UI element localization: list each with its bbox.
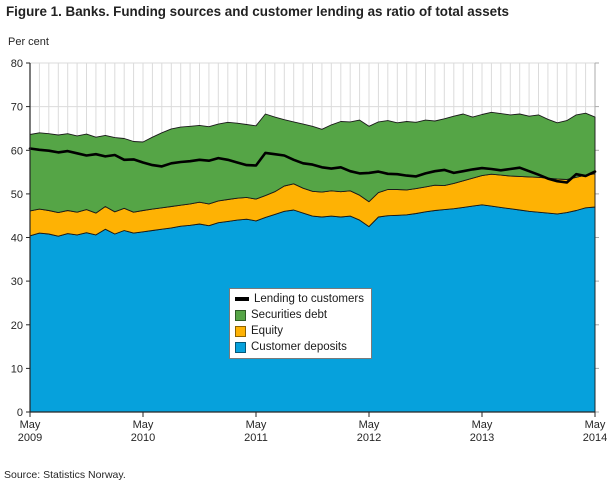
x-tick-label-year: 2014 — [583, 432, 607, 444]
x-tick-label-month: May — [246, 419, 267, 431]
y-tick-label: 0 — [17, 407, 23, 419]
legend-item-label: Equity — [251, 325, 283, 337]
y-tick-labels: 0 10 20 30 40 50 60 70 80 — [11, 58, 23, 419]
y-axis-unit-label: Per cent — [8, 36, 49, 48]
legend-item-label: Securities debt — [251, 309, 328, 321]
legend-item-customer-deposits: Customer deposits — [235, 339, 364, 355]
legend-item-label: Customer deposits — [251, 341, 347, 353]
legend-item-equity: Equity — [235, 323, 364, 339]
legend-square-swatch-icon — [235, 309, 246, 321]
y-tick-label: 50 — [11, 189, 23, 201]
y-tick-label: 60 — [11, 145, 23, 157]
y-tick-label: 20 — [11, 320, 23, 332]
x-tick-label-month: May — [359, 419, 380, 431]
legend-item-label: Lending to customers — [254, 293, 364, 305]
legend-square-swatch-icon — [235, 325, 246, 337]
x-tick-labels: May2009May2010May2011May2012May2013May20… — [18, 419, 607, 444]
area-securities-debt — [29, 111, 596, 214]
source-credit: Source: Statistics Norway. — [4, 469, 126, 481]
x-tick-label-year: 2013 — [470, 432, 494, 444]
x-tick-label-month: May — [133, 419, 154, 431]
x-axis — [29, 411, 596, 417]
legend-item-lending-to-customers: Lending to customers — [235, 291, 364, 307]
x-tick-label-month: May — [20, 419, 41, 431]
legend-line-swatch-icon — [235, 297, 249, 301]
y-tick-label: 30 — [11, 276, 23, 288]
x-tick-label-year: 2012 — [357, 432, 381, 444]
y-axis — [26, 62, 31, 413]
legend-item-securities-debt: Securities debt — [235, 307, 364, 323]
y-tick-label: 80 — [11, 58, 23, 70]
x-tick-label-month: May — [585, 419, 606, 431]
x-tick-label-year: 2010 — [131, 432, 155, 444]
chart-legend: Lending to customers Securities debt Equit… — [229, 288, 372, 359]
lending-to-customers-line — [28, 147, 597, 184]
legend-square-swatch-icon — [235, 341, 246, 353]
right-axis — [594, 62, 599, 413]
x-tick-label-year: 2009 — [18, 432, 42, 444]
x-tick-label-month: May — [472, 419, 493, 431]
y-tick-label: 40 — [11, 233, 23, 245]
figure-title: Figure 1. Banks. Funding sources and cus… — [6, 4, 509, 19]
y-tick-label: 10 — [11, 363, 23, 375]
y-tick-label: 70 — [11, 102, 23, 114]
x-tick-label-year: 2011 — [244, 432, 268, 444]
